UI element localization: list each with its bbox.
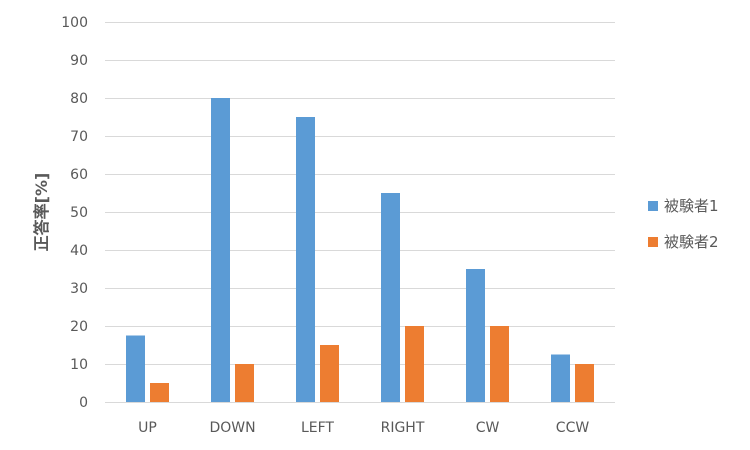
x-tick-label: DOWN (209, 420, 255, 436)
bar-cw-series-2 (490, 326, 509, 402)
legend-swatch-series-1 (648, 201, 658, 211)
y-tick-label: 90 (70, 53, 88, 69)
x-tick-label: UP (138, 420, 157, 436)
legend-label-series-2: 被験者2 (664, 233, 719, 251)
y-tick-label: 100 (61, 15, 88, 31)
bar-up-series-1 (126, 335, 145, 402)
bar-ccw-series-1 (551, 354, 570, 402)
legend: 被験者1 被験者2 (648, 197, 719, 251)
y-tick-label: 20 (70, 319, 88, 335)
y-tick-label: 70 (70, 129, 88, 145)
x-tick-label: CCW (556, 420, 590, 436)
y-tick-label: 0 (79, 395, 88, 411)
x-tick-label: LEFT (301, 420, 334, 436)
bars (126, 98, 594, 402)
y-tick-label: 10 (70, 357, 88, 373)
y-tick-label: 40 (70, 243, 88, 259)
x-axis-tick-labels: UP DOWN LEFT RIGHT CW CCW (138, 420, 589, 436)
y-tick-label: 60 (70, 167, 88, 183)
bar-ccw-series-2 (575, 364, 594, 402)
y-tick-label: 30 (70, 281, 88, 297)
bar-right-series-1 (381, 193, 400, 402)
x-tick-label: CW (476, 420, 500, 436)
bar-down-series-2 (235, 364, 254, 402)
y-tick-label: 50 (70, 205, 88, 221)
x-tick-label: RIGHT (381, 420, 425, 436)
y-axis-tick-labels: 0 10 20 30 40 50 60 70 80 90 100 (61, 15, 88, 411)
bar-left-series-1 (296, 117, 315, 402)
legend-swatch-series-2 (648, 237, 658, 247)
grid-lines (105, 22, 615, 403)
bar-up-series-2 (150, 383, 169, 402)
y-tick-label: 80 (70, 91, 88, 107)
bar-right-series-2 (405, 326, 424, 402)
bar-cw-series-1 (466, 269, 485, 402)
bar-left-series-2 (320, 345, 339, 402)
bar-down-series-1 (211, 98, 230, 402)
y-axis-label: 正答率[%] (32, 173, 51, 252)
legend-label-series-1: 被験者1 (664, 197, 719, 215)
